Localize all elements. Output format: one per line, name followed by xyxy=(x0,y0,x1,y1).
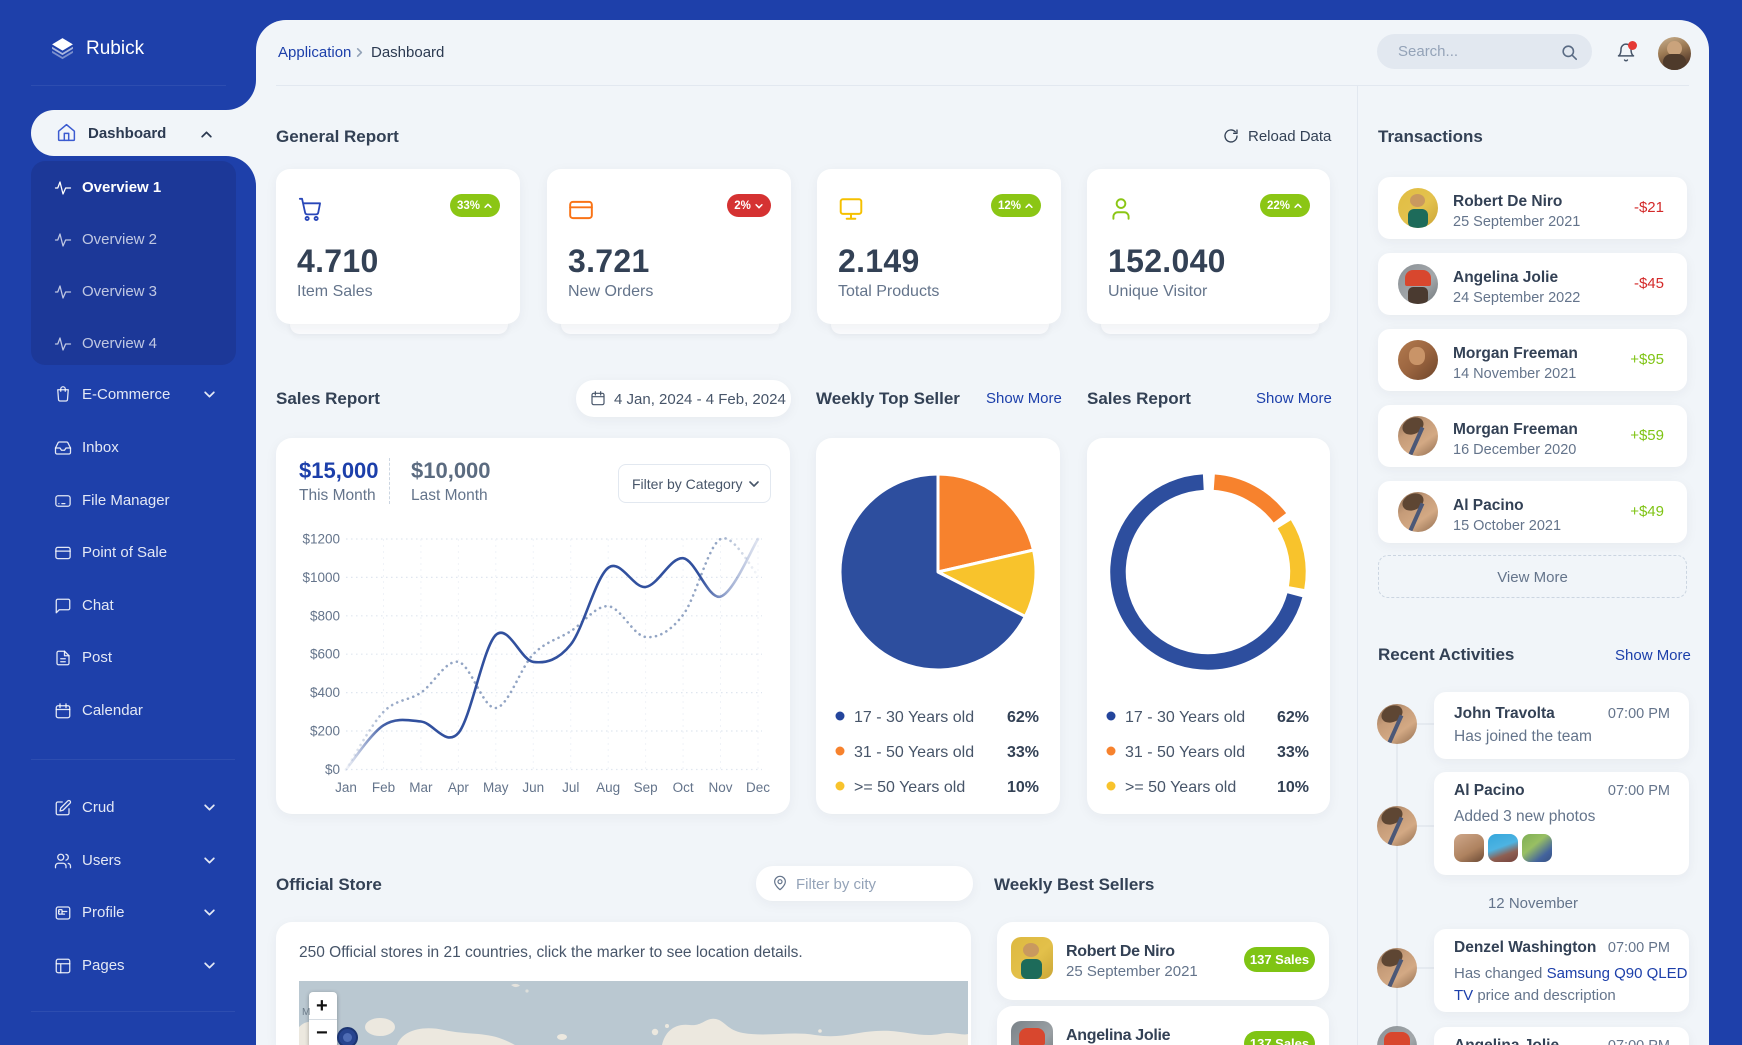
svg-text:Aug: Aug xyxy=(596,780,620,795)
svg-text:Jan: Jan xyxy=(335,780,357,795)
svg-text:>= 50 Years old: >= 50 Years old xyxy=(1125,779,1236,796)
svg-text:31 - 50 Years old: 31 - 50 Years old xyxy=(854,744,974,761)
svg-text:Sep: Sep xyxy=(634,780,658,795)
svg-text:$600: $600 xyxy=(310,647,340,662)
svg-text:17 - 30 Years old: 17 - 30 Years old xyxy=(1125,709,1245,726)
svg-text:62%: 62% xyxy=(1007,709,1039,726)
svg-text:Dec: Dec xyxy=(746,780,770,795)
svg-text:Oct: Oct xyxy=(673,780,694,795)
svg-text:62%: 62% xyxy=(1277,709,1309,726)
svg-text:31 - 50 Years old: 31 - 50 Years old xyxy=(1125,744,1245,761)
svg-text:May: May xyxy=(483,780,509,795)
svg-text:Feb: Feb xyxy=(372,780,395,795)
svg-text:$1200: $1200 xyxy=(302,532,340,547)
svg-text:Jun: Jun xyxy=(522,780,544,795)
svg-text:>= 50 Years old: >= 50 Years old xyxy=(854,779,965,796)
svg-text:Jul: Jul xyxy=(562,780,579,795)
svg-text:$200: $200 xyxy=(310,724,340,739)
svg-text:Nov: Nov xyxy=(708,780,732,795)
svg-text:$1000: $1000 xyxy=(302,570,340,585)
svg-text:33%: 33% xyxy=(1277,744,1309,761)
svg-text:Apr: Apr xyxy=(448,780,470,795)
svg-text:$0: $0 xyxy=(325,762,340,777)
svg-text:10%: 10% xyxy=(1007,779,1039,796)
svg-text:$400: $400 xyxy=(310,685,340,700)
svg-text:17 - 30 Years old: 17 - 30 Years old xyxy=(854,709,974,726)
svg-text:33%: 33% xyxy=(1007,744,1039,761)
svg-text:Mar: Mar xyxy=(409,780,433,795)
svg-text:$800: $800 xyxy=(310,608,340,623)
svg-text:10%: 10% xyxy=(1277,779,1309,796)
